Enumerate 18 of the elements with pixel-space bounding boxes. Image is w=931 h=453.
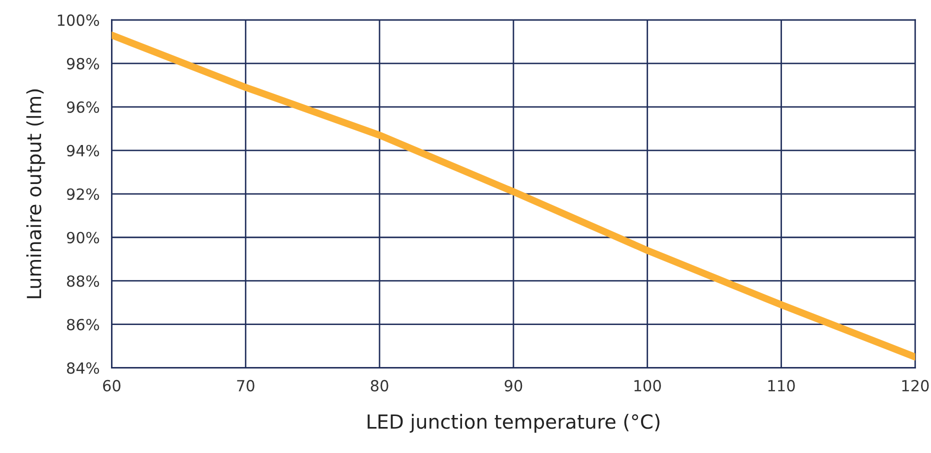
x-tick-label: 120 <box>902 380 929 392</box>
y-tick-label: 84% <box>66 362 100 374</box>
y-tick-label: 86% <box>66 318 100 330</box>
y-tick-label: 96% <box>66 101 100 113</box>
x-axis-title: LED junction temperature (°C) <box>368 414 660 433</box>
y-tick-label: 92% <box>66 188 100 200</box>
x-tick-label: 100 <box>634 380 661 392</box>
x-tick-label: 110 <box>768 380 795 392</box>
x-tick-label: 90 <box>504 380 522 392</box>
x-tick-label: 80 <box>370 380 388 392</box>
y-tick-label: 88% <box>66 275 100 287</box>
y-tick-label: 100% <box>58 14 100 26</box>
y-tick-label: 94% <box>66 144 100 156</box>
x-tick-label: 60 <box>103 380 120 392</box>
x-tick-label: 70 <box>237 380 254 392</box>
y-axis-title: Luminaire output (lm) <box>26 89 46 298</box>
y-tick-label: 90% <box>66 232 100 244</box>
y-tick-label: 98% <box>66 58 100 70</box>
